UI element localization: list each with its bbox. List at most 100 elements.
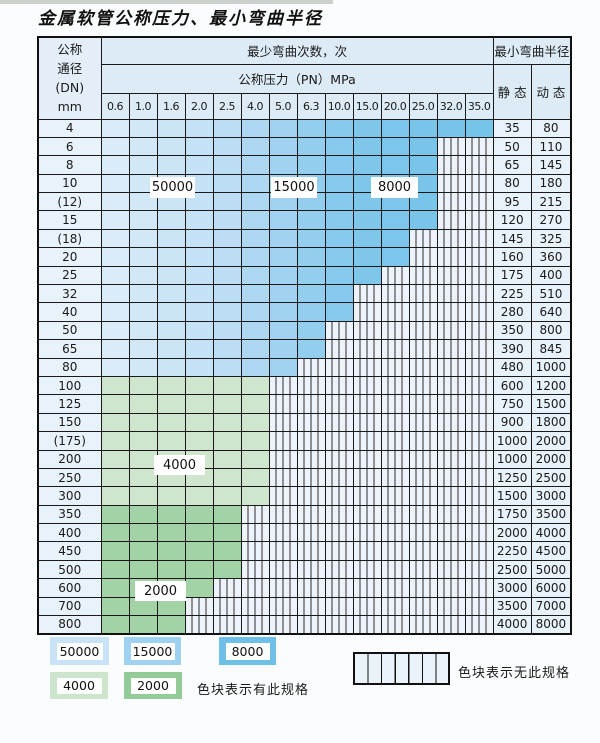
cell-no-spec — [408, 615, 438, 635]
pressure-column-header: 15.0 — [352, 92, 382, 120]
cell-available — [324, 173, 354, 194]
cell-no-spec — [380, 559, 410, 580]
cell-available — [184, 228, 214, 249]
cell-available — [184, 320, 214, 341]
cell-available — [100, 394, 130, 414]
cell-available — [156, 523, 186, 543]
cell-available — [268, 155, 298, 175]
cell-available — [240, 375, 270, 396]
cell-available — [212, 320, 242, 341]
cell-no-spec — [352, 578, 382, 598]
cell-no-spec — [408, 320, 438, 341]
dynamic-radius-cell: 110 — [530, 136, 572, 157]
cell-available — [184, 559, 214, 580]
table-row: 50 350 800 — [37, 320, 572, 341]
static-radius-cell: 480 — [492, 357, 532, 377]
cell-available — [296, 302, 326, 322]
cell-available — [352, 118, 382, 138]
pressure-header: 公称压力（PN）MPa — [100, 63, 494, 94]
cell-no-spec — [436, 155, 466, 175]
header-row-3: 0.6 1.0 1.6 2.0 2.5 4.0 5.0 6.3 10.0 15.0 20.0 25.0… — [38, 92, 571, 120]
cell-available — [380, 228, 410, 249]
cell-available — [212, 155, 242, 175]
legend-swatch-label: 50000 — [56, 642, 103, 660]
cell-available — [380, 136, 410, 157]
cell-available — [380, 210, 410, 230]
cell-available — [324, 210, 354, 230]
cell-available — [212, 118, 242, 138]
cell-no-spec — [436, 357, 466, 377]
cell-no-spec — [464, 523, 494, 543]
cell-available — [408, 155, 438, 175]
scan-artifact-strip — [0, 0, 333, 4]
cell-no-spec — [464, 173, 494, 194]
dn-cell: 400 — [37, 523, 102, 543]
cell-no-spec — [436, 394, 466, 414]
table-row: 125 750 1500 — [37, 394, 572, 414]
cell-no-spec — [352, 467, 382, 488]
cell-no-spec — [352, 394, 382, 414]
dynamic-radius-cell: 215 — [530, 192, 572, 212]
cell-available — [100, 284, 130, 304]
dn-cell: 450 — [37, 541, 102, 561]
cell-no-spec — [436, 541, 466, 561]
cell-no-spec — [436, 228, 466, 249]
static-radius-cell: 175 — [492, 265, 532, 286]
cell-available — [128, 559, 158, 580]
cell-no-spec — [436, 449, 466, 469]
dn-cell: 32 — [37, 284, 102, 304]
cell-available — [128, 284, 158, 304]
cell-available — [184, 247, 214, 267]
dn-cell: 80 — [37, 357, 102, 377]
static-radius-cell: 95 — [492, 192, 532, 212]
cell-no-spec — [436, 173, 466, 194]
cell-available — [240, 412, 270, 433]
cell-available — [324, 284, 354, 304]
cell-no-spec — [324, 357, 354, 377]
cell-no-spec — [380, 486, 410, 506]
static-radius-cell: 900 — [492, 412, 532, 433]
cell-available — [100, 615, 130, 635]
cell-available — [156, 265, 186, 286]
dynamic-radius-cell: 1800 — [530, 412, 572, 433]
static-radius-cell: 390 — [492, 339, 532, 359]
cell-no-spec — [436, 247, 466, 267]
static-radius-cell: 80 — [492, 173, 532, 194]
dn-cell: (18) — [37, 228, 102, 249]
cell-no-spec — [380, 357, 410, 377]
cell-no-spec — [408, 504, 438, 525]
cell-available — [240, 173, 270, 194]
cell-no-spec — [436, 596, 466, 617]
cell-available — [156, 541, 186, 561]
dynamic-radius-cell: 2500 — [530, 467, 572, 488]
legend-no-spec-swatch — [353, 652, 450, 685]
cell-no-spec — [464, 155, 494, 175]
cell-no-spec — [352, 449, 382, 469]
cell-no-spec — [268, 596, 298, 617]
dn-cell: 65 — [37, 339, 102, 359]
table-row: 40 280 640 — [37, 302, 572, 322]
cell-available — [128, 357, 158, 377]
dynamic-radius-cell: 180 — [530, 173, 572, 194]
cell-available — [212, 247, 242, 267]
cell-no-spec — [296, 467, 326, 488]
cell-no-spec — [324, 449, 354, 469]
table-row: 8 65 145 — [37, 155, 572, 175]
cell-available — [128, 265, 158, 286]
cell-no-spec — [464, 504, 494, 525]
cell-no-spec — [380, 302, 410, 322]
dynamic-column-header: 动 态 — [530, 63, 572, 120]
cell-no-spec — [268, 431, 298, 451]
cell-available — [184, 394, 214, 414]
header-row-2: 公称压力（PN）MPa 静 态动 态 — [38, 63, 572, 120]
cell-available — [212, 412, 242, 433]
cell-available — [156, 228, 186, 249]
cell-no-spec — [380, 375, 410, 396]
cell-no-spec — [436, 210, 466, 230]
cell-no-spec — [296, 559, 326, 580]
cell-no-spec — [380, 504, 410, 525]
static-radius-cell: 1000 — [492, 431, 532, 451]
cell-available — [240, 192, 270, 212]
dynamic-radius-cell: 3000 — [530, 486, 572, 506]
cell-no-spec — [408, 596, 438, 617]
